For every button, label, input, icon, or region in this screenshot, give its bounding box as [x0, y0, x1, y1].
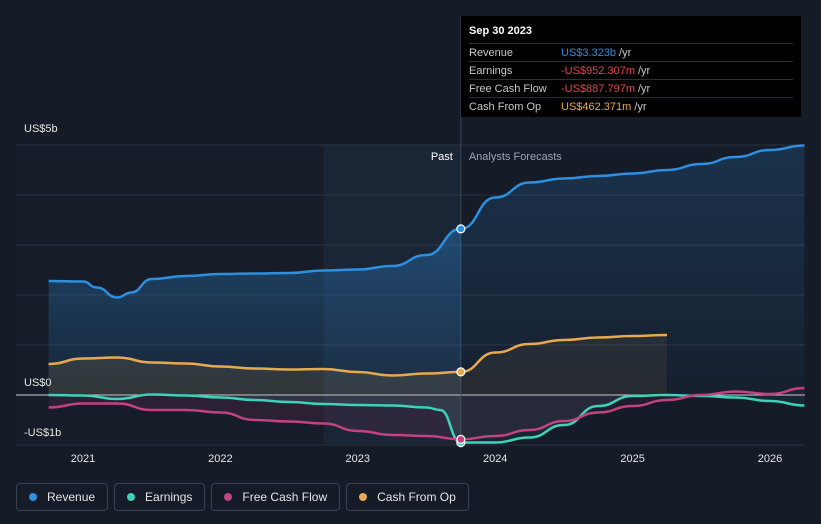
legend-dot-icon — [127, 493, 136, 501]
legend-label: Earnings — [145, 490, 193, 504]
legend-item-revenue[interactable]: Revenue — [16, 483, 109, 511]
y-axis-label: US$0 — [24, 377, 52, 389]
tooltip-row: Earnings -US$952.307m/yr — [469, 61, 793, 79]
tooltip-row-unit: /yr — [619, 46, 632, 59]
marker-revenue — [456, 224, 466, 234]
area-free-cash-flow — [460, 388, 805, 440]
tooltip-row-value: US$462.371m — [561, 100, 632, 113]
area-cash-from-op — [460, 335, 667, 395]
tooltip-row-label: Free Cash Flow — [469, 82, 547, 95]
legend-item-earnings[interactable]: Earnings — [114, 483, 206, 511]
area-earnings — [48, 394, 461, 443]
tooltip-row-label: Cash From Op — [469, 100, 542, 113]
legend-dot-icon — [29, 493, 37, 501]
legend-label: Cash From Op — [377, 490, 456, 504]
x-tick-label: 2021 — [71, 453, 95, 465]
area-revenue-forecast — [460, 145, 805, 395]
series-line-revenue — [48, 144, 805, 299]
legend-label: Revenue — [47, 490, 96, 504]
tooltip-row-unit: /yr — [638, 82, 651, 95]
legend-item-free-cash-flow[interactable]: Free Cash Flow — [211, 483, 341, 511]
x-tick-label: 2023 — [346, 453, 370, 465]
x-tick-label: 2022 — [208, 453, 232, 465]
tooltip-row-unit: /yr — [638, 64, 651, 77]
y-axis-label: US$5b — [24, 123, 58, 135]
past-label: Past — [431, 151, 453, 163]
tooltip-row: Free Cash Flow -US$887.797m/yr — [469, 79, 793, 97]
legend-item-cash-from-op[interactable]: Cash From Op — [346, 483, 469, 511]
tooltip-row-value: -US$887.797m — [561, 82, 635, 95]
area-cash-from-op — [48, 357, 461, 395]
tooltip-row-value: US$3.323b — [561, 46, 617, 59]
legend-dot-icon — [224, 493, 233, 501]
x-tick-label: 2026 — [758, 453, 782, 465]
x-tick-label: 2024 — [483, 453, 507, 465]
marker-cash-from-op — [456, 367, 466, 377]
legend-label: Free Cash Flow — [242, 490, 328, 504]
x-tick-label: 2025 — [620, 453, 644, 465]
marker-free-cash-flow — [456, 434, 466, 444]
legend: Revenue Earnings Free Cash Flow Cash From O… — [16, 483, 469, 511]
tooltip-row-value: -US$952.307m — [561, 64, 635, 77]
forecast-label: Analysts Forecasts — [469, 151, 562, 163]
tooltip-row-label: Revenue — [469, 46, 514, 59]
tooltip-row-label: Earnings — [469, 64, 513, 77]
y-axis-label: -US$1b — [24, 427, 61, 439]
tooltip-row: Cash From Op US$462.371m/yr — [469, 97, 793, 115]
tooltip-panel: Sep 30 2023 Revenue US$3.323b/yr Earnings -… — [461, 16, 801, 117]
series-line-cash-from-op — [48, 333, 668, 377]
series-line-free-cash-flow — [48, 386, 805, 441]
legend-dot-icon — [359, 493, 368, 501]
series-line-earnings — [48, 393, 805, 444]
tooltip-row-unit: /yr — [634, 100, 647, 113]
tooltip-row: Revenue US$3.323b/yr — [469, 43, 793, 61]
tooltip-date: Sep 30 2023 — [469, 25, 532, 37]
